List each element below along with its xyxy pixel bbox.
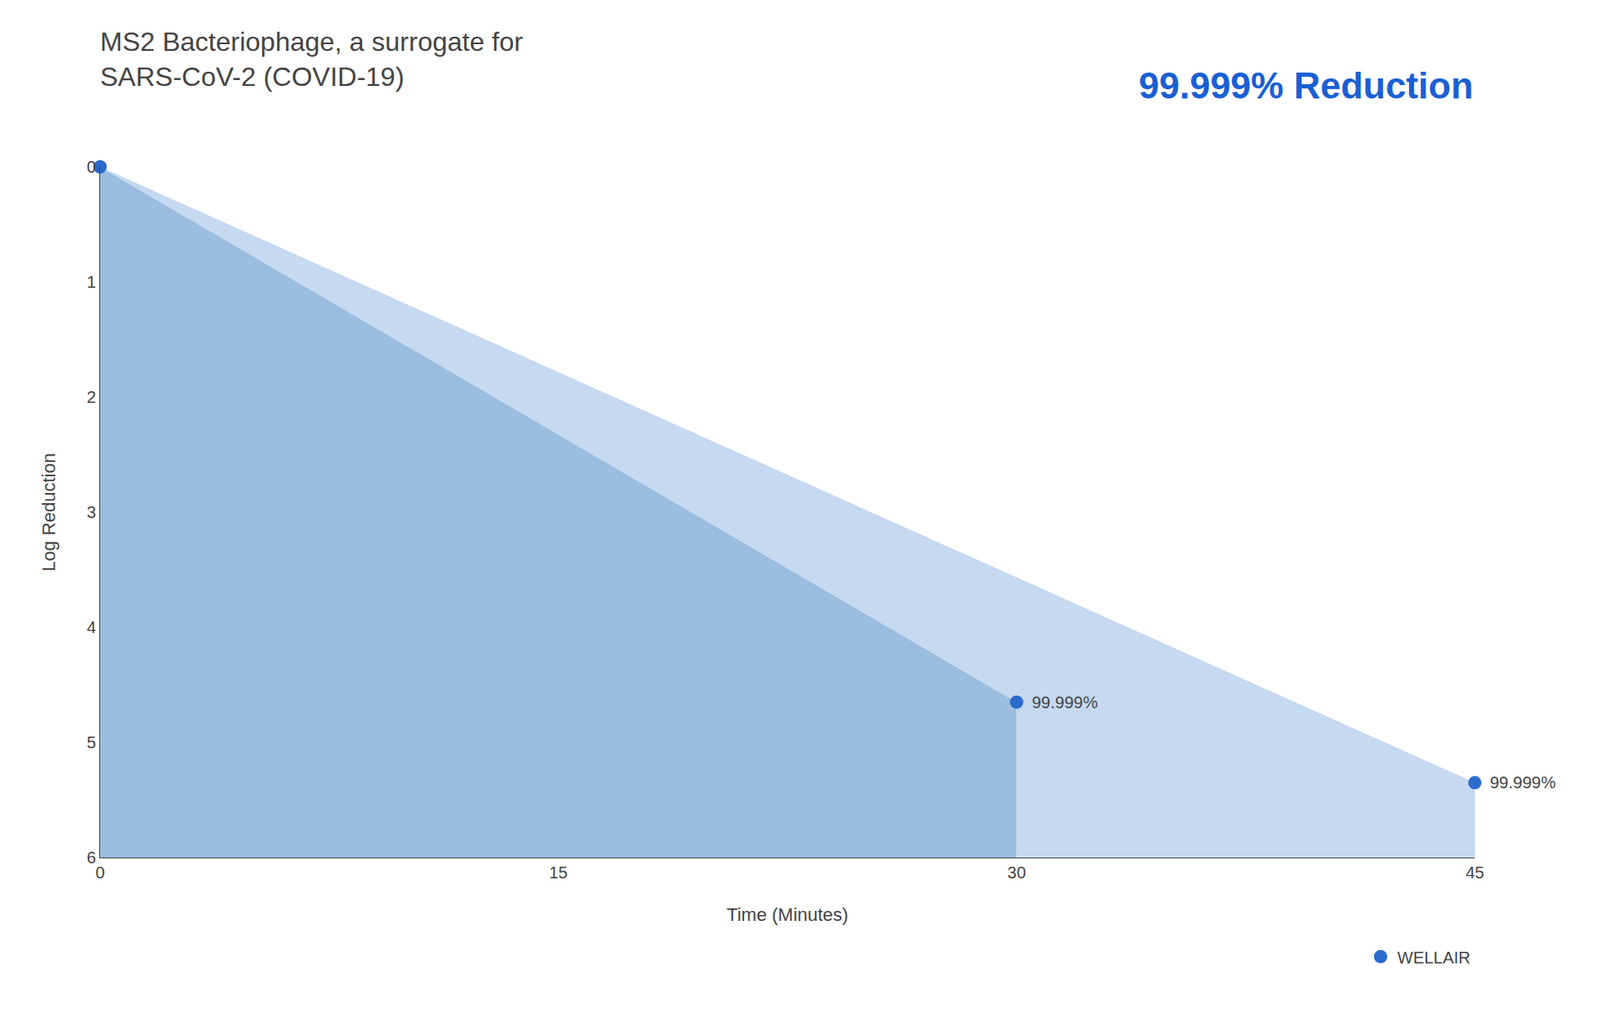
svg-text:0: 0 <box>86 157 96 177</box>
svg-text:99.999% Reduction: 99.999% Reduction <box>1138 65 1474 106</box>
svg-text:5: 5 <box>86 733 96 752</box>
svg-text:45: 45 <box>1465 863 1485 882</box>
svg-text:Time (Minutes): Time (Minutes) <box>726 904 849 926</box>
svg-text:1: 1 <box>86 272 96 292</box>
svg-text:Log Reduction: Log Reduction <box>38 452 60 572</box>
svg-text:3: 3 <box>86 503 96 522</box>
svg-text:WELLAIR: WELLAIR <box>1397 948 1471 967</box>
svg-text:99.999%: 99.999% <box>1031 693 1098 712</box>
svg-text:MS2 Bacteriophage, a surrogate: MS2 Bacteriophage, a surrogate forSARS-C… <box>100 26 524 92</box>
svg-text:15: 15 <box>548 863 568 882</box>
svg-text:30: 30 <box>1007 863 1027 882</box>
svg-text:4: 4 <box>86 618 96 637</box>
svg-text:99.999%: 99.999% <box>1489 773 1556 792</box>
svg-text:2: 2 <box>86 387 96 407</box>
svg-text:6: 6 <box>86 848 96 867</box>
svg-text:0: 0 <box>95 863 105 882</box>
